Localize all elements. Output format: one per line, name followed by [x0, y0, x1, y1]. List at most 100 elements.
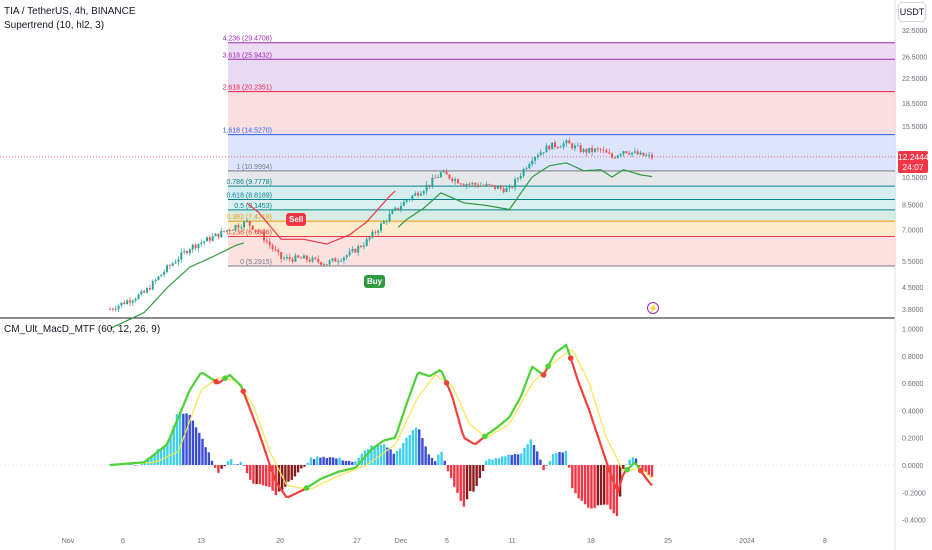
macd-histogram-bar — [405, 437, 408, 465]
bar-countdown: 24:07 — [902, 162, 924, 172]
candle-body — [445, 171, 448, 175]
macd-histogram-bar — [558, 451, 561, 465]
candle-body — [151, 281, 154, 290]
candle-body — [114, 309, 117, 310]
candle-body — [562, 143, 565, 147]
macd-histogram-bar — [236, 464, 239, 465]
macd-histogram-bar — [491, 459, 494, 465]
candle-body — [511, 186, 514, 188]
macd-histogram-bar — [290, 465, 293, 480]
macd-histogram-bar — [395, 450, 399, 465]
candle-body — [177, 259, 180, 263]
macd-histogram-bar — [529, 439, 533, 465]
candle-body — [280, 252, 283, 259]
macd-histogram-bar — [590, 465, 593, 509]
macd-axis-tick: 0.0000 — [902, 463, 924, 470]
macd-histogram-bar — [223, 465, 226, 467]
macd-histogram-bar — [574, 465, 577, 494]
price-axis-tick: 15.5000 — [902, 124, 927, 131]
macd-histogram-bar — [319, 457, 322, 465]
candle-body — [474, 183, 477, 185]
macd-histogram-bar — [271, 465, 274, 491]
symbol-title[interactable]: TIA / TetherUS, 4h, BINANCE — [4, 6, 136, 17]
macd-histogram-bar — [303, 465, 306, 467]
macd-histogram-bar — [485, 460, 488, 465]
candle-body — [439, 172, 442, 178]
candle-body — [365, 239, 368, 246]
fib-level-label: 0.382 (7.4718) — [226, 214, 272, 221]
candle-body — [613, 157, 616, 159]
time-axis-tick: 27 — [353, 538, 361, 545]
macd-histogram-bar — [453, 465, 456, 487]
candle-body — [573, 145, 576, 149]
time-axis-tick: Dec — [395, 538, 408, 545]
lightning-icon[interactable]: ⚡ — [647, 302, 659, 314]
macd-histogram-bar — [322, 456, 325, 465]
candle-body — [157, 276, 160, 280]
candle-body — [220, 230, 223, 238]
currency-button[interactable]: USDT — [898, 2, 926, 22]
candle-body — [545, 145, 548, 153]
macd-histogram-bar — [602, 465, 606, 505]
sell-signal-label: Sell — [286, 213, 307, 226]
fib-zone — [228, 199, 896, 210]
candle-body — [628, 153, 631, 155]
candle-body — [128, 300, 131, 303]
candle-body — [234, 225, 237, 230]
macd-histogram-bar — [520, 453, 523, 465]
candle-body — [351, 249, 354, 252]
fib-zone — [228, 170, 896, 187]
candle-body — [559, 146, 562, 148]
macd-histogram-bar — [198, 432, 201, 465]
macd-line — [626, 461, 642, 472]
candle-body — [334, 258, 337, 262]
price-axis-tick: 5.5000 — [902, 259, 924, 266]
macd-histogram-bar — [287, 465, 290, 482]
candle-body — [208, 237, 211, 241]
candle-body — [117, 305, 120, 310]
candle-body — [131, 300, 134, 303]
candle-body — [636, 151, 639, 155]
candle-body — [251, 225, 254, 230]
fib-zone — [228, 186, 896, 200]
candle-body — [585, 149, 588, 153]
macd-histogram-bar — [631, 457, 635, 465]
macd-histogram-bar — [462, 465, 466, 507]
candle-body — [642, 152, 645, 156]
price-axis-tick: 32.5000 — [902, 28, 927, 35]
macd-indicator-label[interactable]: CM_Ult_MacD_MTF (60, 12, 26, 9) — [4, 324, 161, 335]
macd-histogram-bar — [532, 445, 536, 465]
indicator-label[interactable]: Supertrend (10, hl2, 3) — [4, 20, 105, 31]
macd-histogram-bar — [169, 435, 172, 465]
candle-body — [622, 151, 625, 155]
fib-level-label: 1 (10.9994) — [236, 164, 272, 171]
candle-body — [134, 298, 137, 301]
candle-body — [231, 229, 234, 231]
time-axis-tick: 2024 — [739, 538, 755, 545]
candle-body — [605, 150, 608, 153]
price-axis-tick: 22.5000 — [902, 76, 927, 83]
candle-body — [491, 184, 494, 186]
macd-histogram-bar — [577, 465, 580, 499]
macd-histogram-bar — [341, 460, 344, 465]
price-axis-tick: 18.5000 — [902, 101, 927, 108]
candle-body — [191, 244, 194, 250]
candle-body — [479, 185, 482, 187]
candle-body — [340, 260, 343, 262]
candle-body — [197, 244, 200, 249]
candle-body — [482, 185, 485, 187]
macd-histogram-bar — [583, 465, 587, 505]
macd-histogram-bar — [284, 465, 287, 487]
buy-signal-label: Buy — [364, 275, 386, 288]
candle-body — [294, 255, 297, 262]
candle-body — [188, 249, 191, 254]
macd-histogram-bar — [261, 465, 265, 486]
fib-zone — [228, 42, 896, 60]
candle-body — [237, 225, 240, 228]
macd-line — [305, 368, 448, 489]
candle-body — [505, 188, 508, 193]
candle-body — [536, 155, 539, 158]
fib-level-label: 0.786 (9.7778) — [226, 179, 272, 186]
macd-axis-tick: 0.2000 — [902, 436, 924, 443]
